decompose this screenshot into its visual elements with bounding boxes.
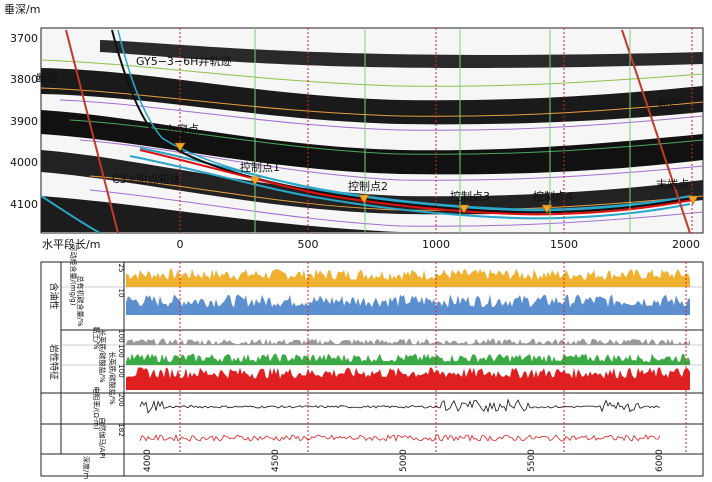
horizontal-well-path [139, 149, 693, 216]
sweet-spot-label: C3⑧甜点箱体 [112, 172, 181, 186]
depth-axis-label: 深度/m [82, 456, 91, 479]
track-label: 长英质/碳酸盐/% [98, 329, 107, 383]
x-tick-label: 1000 [422, 238, 450, 251]
seismic-section: 垂深/m 3700 3800 3900 4000 4100 水平段长/m 0 5… [4, 3, 704, 251]
y-tick-label: 3700 [10, 32, 38, 45]
track-label: 可动烃含量/(mg/g) [69, 245, 78, 306]
control-point-3-label: 控制点3 [450, 189, 490, 203]
end-point-marker [687, 195, 699, 205]
well-name-label: GY5−3−6H井轨迹 [136, 54, 231, 68]
log-track-curve [139, 433, 661, 442]
track-max-label: 182 [117, 423, 125, 436]
depth-tick-label: 6000 [655, 449, 665, 472]
log-track-curve [126, 268, 690, 287]
horizon-line [41, 87, 703, 117]
y-tick-label: 3800 [10, 73, 38, 86]
seismic-band [41, 110, 703, 175]
y-tick-label: 4000 [10, 156, 38, 169]
horizon-line [59, 99, 703, 131]
fault-left-label: 断层 [36, 71, 58, 85]
depth-tick-label: 4500 [271, 449, 281, 472]
control-point-4-label: 控制点4 [533, 189, 573, 203]
track-max-label: 100 [117, 344, 125, 357]
control-point-2-label: 控制点2 [348, 179, 388, 193]
end-point-label: 末端点 [656, 177, 689, 191]
track-label: 长英质/碳酸盐/% [108, 351, 117, 405]
log-track-curve [126, 353, 690, 365]
cyan-horizon [41, 195, 101, 233]
track-max-label: 100 [117, 329, 125, 342]
x-tick-label: 0 [177, 238, 184, 251]
x-tick-label: 500 [298, 238, 319, 251]
horizon-line [41, 59, 703, 87]
horizon-line [79, 139, 703, 181]
depth-tick-label: 5500 [527, 449, 537, 472]
group-label-oil: 含油性 [48, 282, 60, 309]
y-tick-label: 3900 [10, 115, 38, 128]
depth-tick-label: 4000 [143, 449, 153, 472]
group-label-litho: 岩性特征 [48, 344, 60, 380]
horizon-line [89, 189, 703, 227]
fault-left [65, 29, 119, 233]
well-trajectory [117, 29, 693, 211]
seismic-band [100, 40, 703, 69]
target-box-top [139, 147, 691, 212]
fault-right [621, 29, 691, 233]
track-max-label: 25 [117, 264, 125, 273]
track-max-label: 200 [117, 393, 125, 406]
log-panel: 含油性 岩性特征 可动烃含量/(mg/g) 25 总有机碳含量/% 10 黏土/% 100… [40, 245, 704, 479]
control-point-1-label: 控制点1 [240, 160, 280, 174]
control-point-2-marker [358, 194, 370, 204]
well-trajectory-outline [111, 29, 693, 214]
track-label: 自然伽马/API [98, 417, 107, 458]
seismic-band [41, 196, 400, 232]
window-point-label: 入窗点 [166, 122, 199, 136]
control-point-1-marker [249, 176, 261, 186]
window-point-marker [174, 142, 186, 152]
log-track-curve [139, 398, 660, 414]
log-track-curve [126, 338, 690, 345]
track-label: 电阻率/(Ω·m) [92, 386, 101, 429]
log-track-curve [126, 294, 690, 315]
seismic-band [41, 150, 703, 215]
horizon-line [69, 119, 703, 155]
x-tick-label: 2000 [672, 238, 700, 251]
track-label: 总有机碳含量/% [76, 275, 85, 326]
x-tick-label: 1500 [550, 238, 578, 251]
seismic-band [41, 68, 703, 125]
track-max-label: 10 [117, 289, 125, 298]
track-label: 黏土/% [92, 326, 101, 349]
x-axis-title: 水平段长/m [42, 237, 100, 251]
fault-right-label: 断层 [658, 97, 680, 111]
control-point-3-marker [458, 204, 470, 214]
target-box-bottom [129, 155, 691, 220]
control-point-4-marker [541, 204, 553, 214]
depth-tick-label: 5000 [399, 449, 409, 472]
y-axis-title: 垂深/m [4, 3, 40, 16]
log-track-curve [126, 367, 690, 390]
track-max-label: 100 [117, 364, 125, 377]
y-tick-label: 4100 [10, 198, 38, 211]
